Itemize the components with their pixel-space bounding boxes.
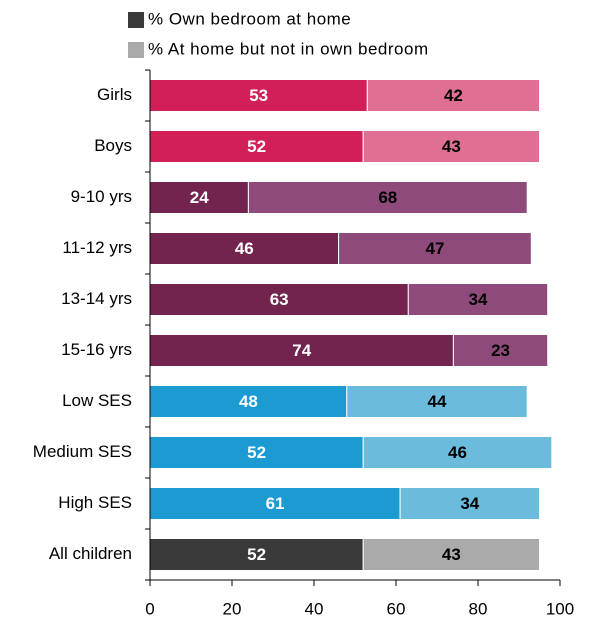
- x-tick-label: 40: [305, 599, 324, 618]
- bar-segment: [362, 436, 553, 469]
- value-label: 47: [425, 239, 444, 258]
- y-tick-label: 11-12 yrs: [62, 238, 132, 257]
- bar-segment: [149, 385, 348, 418]
- bar-segment: [149, 130, 364, 163]
- value-label: 48: [239, 392, 258, 411]
- value-label: 52: [247, 443, 266, 462]
- value-label: 46: [448, 443, 467, 462]
- x-tick-label: 0: [145, 599, 154, 618]
- bar-segment: [149, 232, 340, 265]
- value-label: 68: [378, 188, 397, 207]
- y-tick-label: High SES: [58, 493, 132, 512]
- x-tick-label: 60: [387, 599, 406, 618]
- bar-segment: [366, 79, 540, 112]
- value-label: 53: [249, 86, 268, 105]
- value-label: 24: [190, 188, 209, 207]
- value-label: 23: [491, 341, 510, 360]
- bar-segment: [362, 538, 541, 571]
- bar-segment: [362, 130, 541, 163]
- legend-label: % At home but not in own bedroom: [148, 39, 429, 58]
- x-tick-label: 80: [469, 599, 488, 618]
- value-label: 74: [292, 341, 311, 360]
- value-label: 44: [428, 392, 447, 411]
- y-tick-label: Low SES: [62, 391, 132, 410]
- bar-segment: [346, 385, 528, 418]
- value-label: 52: [247, 137, 266, 156]
- legend-swatch: [128, 42, 144, 58]
- value-label: 46: [235, 239, 254, 258]
- bar-segment: [338, 232, 532, 265]
- value-label: 34: [460, 494, 479, 513]
- legend-label: % Own bedroom at home: [148, 9, 351, 28]
- value-label: 63: [270, 290, 289, 309]
- y-tick-label: Boys: [94, 136, 132, 155]
- bar-segment: [452, 334, 549, 367]
- x-tick-label: 100: [546, 599, 574, 618]
- y-tick-label: Medium SES: [33, 442, 132, 461]
- bar-segment: [399, 487, 540, 520]
- y-tick-label: 15-16 yrs: [61, 340, 132, 359]
- y-tick-label: Girls: [97, 85, 132, 104]
- value-label: 43: [442, 137, 461, 156]
- bar-segment: [407, 283, 549, 316]
- y-tick-label: 9-10 yrs: [71, 187, 132, 206]
- value-label: 52: [247, 545, 266, 564]
- y-tick-label: All children: [49, 544, 132, 563]
- value-label: 61: [266, 494, 285, 513]
- bar-segment: [149, 538, 364, 571]
- bar-segment: [149, 181, 249, 214]
- value-label: 34: [469, 290, 488, 309]
- bar-segment: [247, 181, 528, 214]
- legend-swatch: [128, 12, 144, 28]
- y-tick-label: 13-14 yrs: [61, 289, 132, 308]
- value-label: 42: [444, 86, 463, 105]
- value-label: 43: [442, 545, 461, 564]
- bar-segment: [149, 79, 368, 112]
- x-tick-label: 20: [223, 599, 242, 618]
